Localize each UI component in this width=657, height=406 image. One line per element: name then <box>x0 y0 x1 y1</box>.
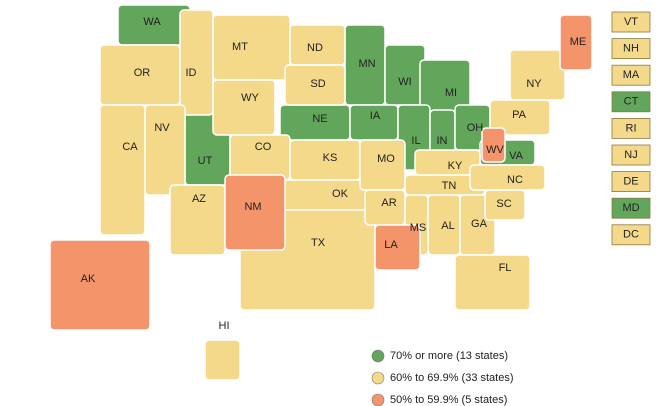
state-shape <box>49 239 151 331</box>
state-label: AR <box>381 197 396 209</box>
state-label: AZ <box>192 193 206 205</box>
state-label: KS <box>323 152 338 164</box>
state-shape <box>509 49 566 101</box>
state-shape <box>481 127 506 163</box>
state-label: DC <box>623 229 639 241</box>
legend-label: 50% to 59.9% (5 states) <box>390 394 507 406</box>
state-label: PA <box>512 109 527 121</box>
state-box <box>611 197 651 219</box>
state-label: IN <box>437 135 448 147</box>
state-shape <box>212 79 276 136</box>
state-label: CO <box>255 141 272 153</box>
state-label: WI <box>398 76 411 88</box>
legend-label: 60% to 69.9% (33 states) <box>390 372 514 384</box>
state-labels: WA MN WI MI UT NE IA IL IN OH VA CT MD OR ID MT WY NV CA AZ… <box>81 11 651 332</box>
state-label: IA <box>370 110 381 122</box>
state-label: MO <box>377 153 395 165</box>
state-box <box>611 144 651 166</box>
state-label: CA <box>122 141 138 153</box>
state-shape <box>284 64 346 106</box>
state-box <box>611 64 651 86</box>
state-box <box>611 171 651 193</box>
state-label: KY <box>448 160 463 172</box>
state-label: FL <box>499 262 512 274</box>
state-box <box>611 91 651 113</box>
state-label: GA <box>471 218 488 230</box>
state-label: VA <box>509 150 524 162</box>
state-shape <box>204 339 241 381</box>
state-label: MD <box>622 202 639 214</box>
legend-label: 70% or more (13 states) <box>390 350 508 362</box>
state-label: NH <box>623 43 639 55</box>
state-shape <box>414 149 481 176</box>
state-label: LA <box>384 239 398 251</box>
state-label: OR <box>134 67 151 79</box>
state-label: NJ <box>624 149 637 161</box>
state-label: RI <box>626 122 637 134</box>
state-label: MT <box>232 41 248 53</box>
state-label: ND <box>307 42 323 54</box>
state-box <box>611 118 651 139</box>
legend-marker <box>371 371 385 385</box>
state-label: AK <box>81 273 96 285</box>
state-shape <box>144 104 186 196</box>
state-label: NC <box>507 174 523 186</box>
state-shape <box>454 254 531 311</box>
state-label: VT <box>624 16 638 28</box>
legend-marker <box>371 349 385 363</box>
state-label: IL <box>411 135 420 147</box>
state-shape <box>559 14 593 71</box>
state-shape <box>212 14 291 81</box>
state-label: UT <box>198 155 213 167</box>
state-label: MA <box>623 69 640 81</box>
legend-marker <box>371 393 385 406</box>
state-box <box>611 224 651 246</box>
state-shape <box>359 139 406 191</box>
state-label: HI <box>219 320 230 332</box>
state-label: SC <box>496 198 511 210</box>
state-label: OK <box>332 188 349 200</box>
state-label: SD <box>310 78 325 90</box>
state-label: NE <box>312 113 327 125</box>
state-label: ID <box>186 67 197 79</box>
state-label: DE <box>623 176 638 188</box>
state-label: WA <box>143 16 161 28</box>
state-label: TN <box>442 180 457 192</box>
state-label: WV <box>486 144 504 156</box>
state-label: MS <box>410 222 427 234</box>
state-label: NM <box>244 201 261 213</box>
state-shape <box>224 174 286 251</box>
state-shape <box>374 224 421 271</box>
state-shape <box>469 164 546 191</box>
state-label: CT <box>624 96 639 108</box>
state-label: OH <box>467 122 484 134</box>
state-label: ME <box>570 36 587 48</box>
state-shape <box>179 9 214 116</box>
state-label: MN <box>358 58 375 70</box>
state-label: NY <box>526 78 542 90</box>
state-box <box>611 38 651 59</box>
state-label: WY <box>241 92 259 104</box>
state-box <box>611 11 651 33</box>
state-label: TX <box>311 237 326 249</box>
state-shape <box>99 104 146 236</box>
states <box>49 4 593 381</box>
state-label: NV <box>154 122 170 134</box>
state-label: AL <box>441 220 454 232</box>
state-label: MI <box>445 87 457 99</box>
